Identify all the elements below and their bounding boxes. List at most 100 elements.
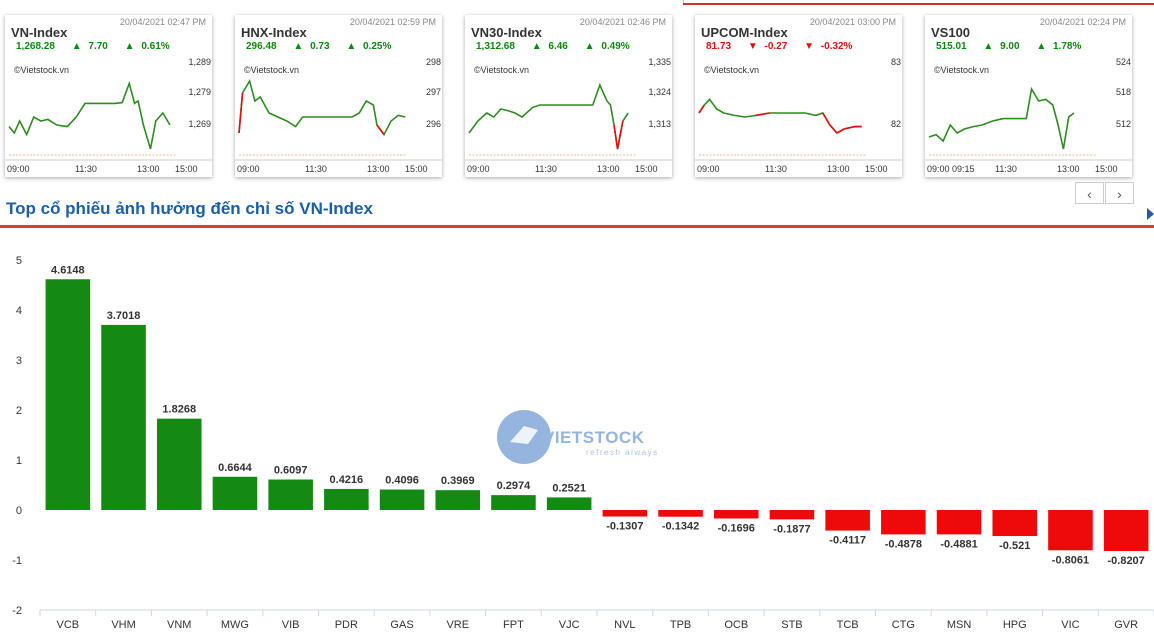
- category-label: TPB: [670, 619, 691, 631]
- card-pct-arrow-icon: ▲: [124, 41, 135, 52]
- y-tick-label: -1: [12, 555, 22, 567]
- card-timestamp: 20/04/2021 02:59 PM: [349, 17, 436, 27]
- bar: [491, 495, 536, 510]
- y-tick-label: 2: [16, 405, 22, 417]
- card-y-tick: 298: [426, 57, 441, 67]
- card-change-arrow-icon: ▲: [531, 41, 542, 52]
- bar: [45, 279, 91, 510]
- top-accent-line: [683, 3, 1154, 5]
- card-x-tick: 11:30: [535, 164, 557, 174]
- card-change-arrow-icon: ▼: [747, 41, 758, 52]
- card-x-tick: 09:00 09:15: [927, 164, 975, 174]
- data-label: 0.2521: [552, 482, 586, 494]
- index-line-below: [822, 112, 862, 135]
- mini-chart: 1,335 1,324 1,313 09:00 11:30 13:00 15:00: [465, 57, 672, 174]
- data-label: -0.8207: [1107, 555, 1144, 567]
- y-tick-label: 1: [16, 455, 22, 467]
- category-label: NVL: [614, 619, 635, 631]
- card-x-tick: 09:00: [467, 164, 490, 174]
- category-label: VCB: [57, 619, 80, 631]
- data-label: -0.8061: [1052, 554, 1089, 566]
- y-tick-label: 0: [16, 505, 22, 517]
- card-x-tick: 11:30: [305, 164, 327, 174]
- watermark-tagline: refresh always: [586, 448, 659, 457]
- card-index-name: UPCOM-Index: [701, 25, 788, 40]
- card-change: 0.73: [310, 41, 330, 52]
- y-tick-label: -2: [12, 605, 22, 617]
- category-label: CTG: [892, 619, 915, 631]
- category-label: MSN: [947, 619, 972, 631]
- bar: [1048, 510, 1093, 551]
- bar: [324, 488, 369, 510]
- expand-arrow-icon[interactable]: [1147, 208, 1154, 220]
- bar: [769, 510, 815, 520]
- card-y-tick: 296: [426, 119, 441, 129]
- category-label: HPG: [1003, 619, 1027, 631]
- card-values: 81.73 ▼ -0.27 ▼ -0.32%: [706, 41, 852, 52]
- bar: [658, 510, 703, 517]
- bar: [825, 510, 870, 531]
- mini-chart: 298 297 296 09:00 11:30 13:00 15:00: [235, 57, 442, 174]
- bar: [101, 324, 146, 510]
- data-label: -0.4878: [885, 538, 922, 550]
- data-label: 0.3969: [441, 475, 475, 487]
- category-label: GAS: [390, 619, 413, 631]
- index-card[interactable]: 20/04/2021 03:00 PM UPCOM-Index 81.73 ▼ …: [695, 15, 902, 177]
- card-change: 6.46: [548, 41, 568, 52]
- bar: [713, 510, 759, 519]
- card-timestamp: 20/04/2021 02:47 PM: [119, 17, 206, 27]
- category-label: VNM: [167, 619, 191, 631]
- card-pct: 0.49%: [601, 41, 630, 52]
- category-label: FPT: [503, 619, 524, 631]
- index-card[interactable]: 20/04/2021 02:59 PM HNX-Index 296.48 ▲ 0…: [235, 15, 442, 177]
- card-x-tick: 13:00: [597, 164, 620, 174]
- bar: [1103, 510, 1149, 552]
- card-x-tick: 13:00: [827, 164, 850, 174]
- card-y-tick: 1,335: [648, 57, 671, 67]
- bar: [602, 510, 648, 517]
- top-divider: [683, 0, 684, 4]
- index-card[interactable]: 20/04/2021 02:47 PM VN-Index 1,268.28 ▲ …: [5, 15, 212, 177]
- index-line: [8, 80, 171, 150]
- card-pct-arrow-icon: ▲: [1036, 41, 1047, 52]
- category-label: MWG: [221, 619, 249, 631]
- card-x-tick: 09:00: [697, 164, 720, 174]
- index-line-below: [613, 120, 624, 150]
- card-value: 515.01: [936, 41, 967, 52]
- index-line-below: [755, 112, 770, 117]
- data-label: -0.521: [999, 540, 1030, 552]
- index-card[interactable]: 20/04/2021 02:46 PM VN30-Index 1,312.68 …: [465, 15, 672, 177]
- next-button[interactable]: ›: [1105, 182, 1134, 204]
- card-x-tick: 15:00: [1095, 164, 1118, 174]
- card-pct-arrow-icon: ▲: [584, 41, 595, 52]
- card-timestamp: 20/04/2021 03:00 PM: [809, 17, 896, 27]
- card-index-name: HNX-Index: [241, 25, 307, 40]
- card-y-tick: 518: [1116, 87, 1131, 97]
- card-pct-arrow-icon: ▼: [804, 41, 814, 52]
- mini-chart: 524 518 512 09:00 09:15 11:30 13:00 15:00: [925, 57, 1132, 174]
- card-pct: 0.61%: [141, 41, 170, 52]
- card-y-tick: 1,289: [188, 57, 211, 67]
- card-x-tick: 11:30: [765, 164, 787, 174]
- card-pct: -0.32%: [820, 41, 853, 52]
- data-label: 4.6148: [51, 264, 85, 276]
- index-card[interactable]: 20/04/2021 02:24 PM VS100 515.01 ▲ 9.00 …: [925, 15, 1132, 177]
- category-label: VIC: [1061, 619, 1079, 631]
- card-x-tick: 09:00: [237, 164, 260, 174]
- card-value: 296.48: [246, 41, 277, 52]
- bar: [435, 490, 481, 510]
- card-change: 7.70: [88, 41, 108, 52]
- card-values: 1,312.68 ▲ 6.46 ▲ 0.49%: [476, 41, 630, 52]
- data-label: 0.6097: [274, 465, 308, 477]
- data-label: -0.1342: [662, 521, 699, 533]
- card-change-arrow-icon: ▲: [983, 41, 994, 52]
- prev-button[interactable]: ‹: [1075, 182, 1104, 204]
- category-label: VJC: [559, 619, 580, 631]
- card-y-tick: 82: [891, 119, 901, 129]
- bar: [268, 479, 313, 510]
- card-pct-arrow-icon: ▲: [346, 41, 357, 52]
- bar: [379, 489, 425, 510]
- data-label: 0.4096: [385, 475, 419, 487]
- card-value: 1,312.68: [476, 41, 515, 52]
